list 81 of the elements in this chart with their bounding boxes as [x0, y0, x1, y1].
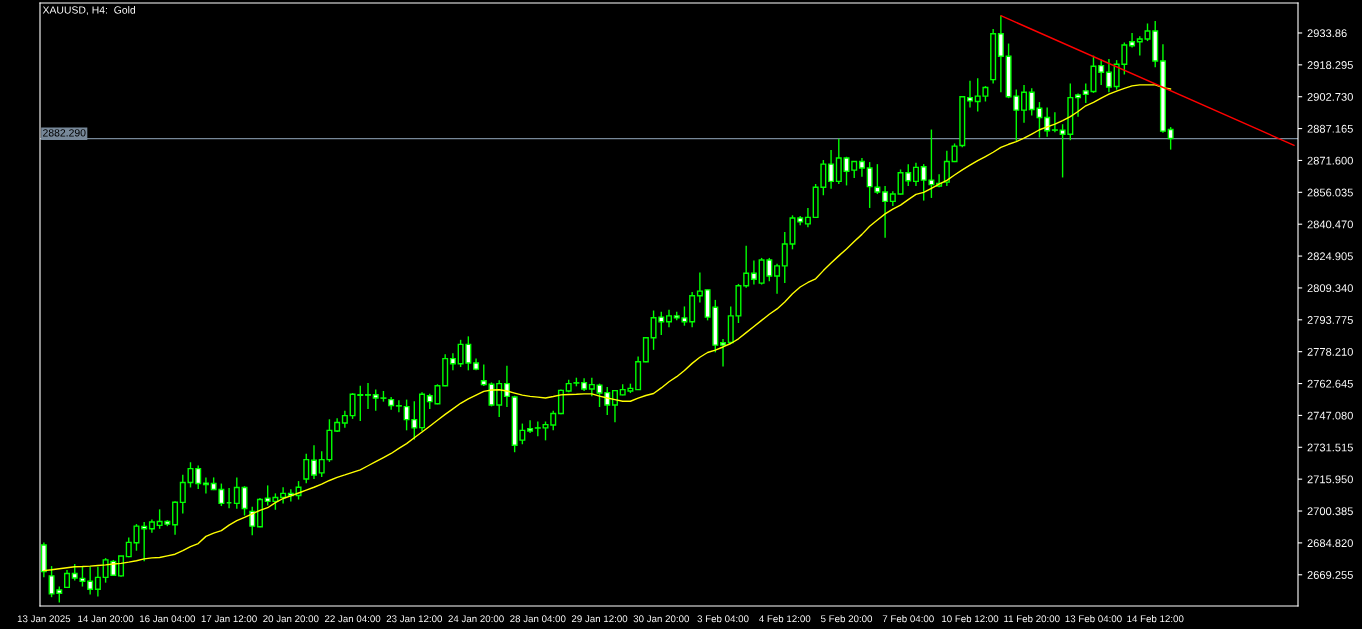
y-tick-label: 2856.035	[1307, 188, 1353, 197]
candlestick	[858, 157, 865, 178]
candlestick	[588, 377, 595, 398]
candlestick	[249, 505, 256, 537]
candlestick	[874, 163, 881, 195]
candlestick	[866, 161, 873, 209]
y-tick-label: 2762.645	[1307, 379, 1353, 388]
candlestick	[774, 263, 781, 295]
candlestick	[118, 555, 125, 578]
x-tick-label: 14 Jan 20:00	[78, 615, 134, 623]
candlestick	[449, 352, 456, 372]
y-tick-label: 2824.905	[1307, 252, 1353, 261]
candlestick	[696, 271, 703, 304]
y-tick-label: 2747.080	[1307, 411, 1353, 420]
x-tick-label: 16 Jan 04:00	[139, 615, 196, 623]
candlestick	[743, 245, 750, 289]
x-tick-label: 13 Feb 04:00	[1065, 615, 1122, 623]
y-tick-label: 2669.255	[1307, 571, 1353, 579]
x-tick-label: 5 Feb 20:00	[820, 615, 873, 623]
candlestick	[94, 565, 101, 598]
x-tick-label: 30 Jan 20:00	[633, 615, 690, 623]
y-tick-label: 2902.730	[1307, 92, 1353, 101]
candlestick	[395, 399, 402, 413]
candlestick	[172, 500, 179, 536]
candlestick	[997, 14, 1004, 93]
y-tick-label: 2809.340	[1307, 284, 1353, 293]
candlestick	[882, 185, 889, 239]
candlestick	[1129, 32, 1136, 49]
candlestick	[1021, 84, 1028, 124]
candlestick	[87, 565, 94, 596]
candlestick	[503, 365, 510, 408]
y-tick-label: 2933.86	[1307, 29, 1347, 38]
candlestick	[202, 476, 209, 495]
candlestick	[750, 259, 757, 286]
y-tick-label: 2918.295	[1307, 61, 1353, 69]
candlestick	[141, 521, 148, 563]
candlestick	[943, 150, 950, 187]
candlestick	[241, 485, 248, 517]
candlestick	[804, 207, 811, 228]
candlestick	[1105, 58, 1112, 93]
ref-line-label: 2882.290	[43, 129, 86, 137]
x-tick-label: 7 Feb 04:00	[882, 615, 934, 623]
candlestick	[280, 486, 287, 505]
candlestick	[1051, 111, 1058, 133]
x-tick-label: 14 Feb 12:00	[1127, 615, 1184, 623]
candlestick	[364, 382, 372, 410]
x-tick-label: 10 Feb 12:00	[942, 615, 999, 623]
candlestick	[912, 162, 919, 187]
candlestick	[303, 452, 310, 484]
candlestick	[642, 336, 649, 364]
y-tick-label: 2684.820	[1307, 539, 1353, 548]
candlestick	[1167, 126, 1174, 151]
chart-title: XAUUSD, H4: Gold	[42, 6, 136, 15]
candlestick	[310, 444, 317, 480]
x-tick-label: 24 Jan 20:00	[448, 615, 504, 623]
x-tick-label: 28 Jan 04:00	[510, 615, 566, 623]
candlestick	[828, 149, 835, 190]
candlestick	[720, 338, 727, 368]
candlestick	[966, 80, 974, 109]
x-tick-label: 20 Jan 20:00	[263, 615, 319, 623]
x-tick-label: 29 Jan 12:00	[571, 615, 628, 623]
y-tick-label: 2715.950	[1307, 475, 1353, 484]
x-tick-label: 4 Feb 12:00	[759, 615, 811, 623]
x-tick-label: 23 Jan 12:00	[386, 615, 443, 623]
y-tick-label: 2778.210	[1307, 347, 1353, 356]
x-tick-label: 3 Feb 04:00	[697, 615, 749, 623]
candlestick	[611, 389, 618, 424]
y-tick-label: 2731.515	[1307, 443, 1353, 452]
y-tick-label: 2871.600	[1307, 156, 1353, 165]
y-tick-label: 2700.385	[1307, 507, 1353, 516]
y-tick-label: 2793.775	[1307, 316, 1353, 324]
y-tick-label: 2840.470	[1307, 220, 1353, 229]
x-tick-label: 17 Jan 12:00	[201, 615, 257, 623]
x-tick-label: 22 Jan 04:00	[324, 615, 381, 623]
candlestick	[64, 569, 71, 589]
x-tick-label: 11 Feb 20:00	[1004, 615, 1060, 623]
x-tick-label: 13 Jan 2025	[17, 615, 71, 623]
y-tick-label: 2887.165	[1307, 124, 1353, 133]
candlestick	[527, 419, 534, 434]
candlestick	[233, 476, 240, 510]
candlestick	[1098, 58, 1105, 86]
